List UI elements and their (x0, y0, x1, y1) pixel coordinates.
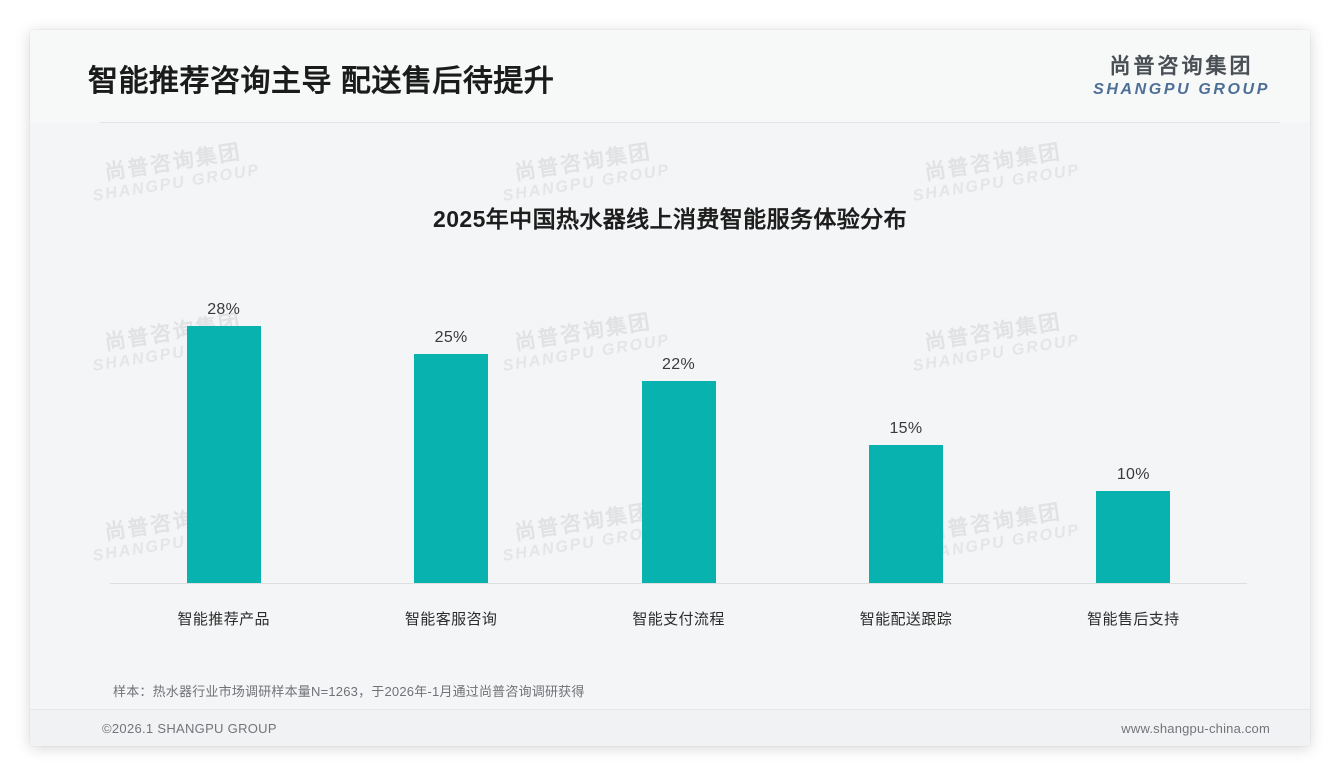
slide-card: 智能推荐咨询主导 配送售后待提升 尚普咨询集团 SHANGPU GROUP 尚普… (30, 30, 1310, 746)
bar-value-label: 28% (207, 301, 241, 319)
category-label: 智能客服咨询 (404, 611, 498, 628)
category-label: 智能支付流程 (632, 611, 725, 628)
bar[interactable] (1096, 491, 1171, 583)
x-axis-categories: 智能推荐产品 智能客服咨询 智能支付流程 智能配送跟踪 智能售后支持 (110, 584, 1247, 629)
bar[interactable] (868, 445, 943, 583)
bar-group: 10% (1020, 263, 1247, 583)
watermark-1: 尚普咨询集团 SHANGPU GROUP (498, 138, 672, 205)
footer-website[interactable]: www.shangpu-china.com (1121, 721, 1270, 736)
bar-chart-plot: 28% 25% 22% 15% 10% 智能推荐产品 智能客服咨询 智能支付流程 智能配送跟踪… (75, 263, 1265, 628)
bar-group: 15% (792, 263, 1019, 583)
slide-footer: ©2026.1 SHANGPU GROUP www.shangpu-china.… (30, 709, 1310, 746)
bar[interactable] (414, 353, 489, 583)
watermark-cn: 尚普咨询集团 (513, 140, 654, 185)
watermark-cn: 尚普咨询集团 (103, 140, 244, 185)
bar-value-label: 15% (889, 420, 923, 438)
bar-value-label: 22% (662, 356, 695, 374)
bar-group: 22% (565, 263, 792, 583)
category-label: 智能配送跟踪 (859, 611, 953, 628)
bar[interactable] (186, 326, 261, 583)
bar-value-label: 10% (1116, 466, 1150, 484)
watermark-en: SHANGPU GROUP (91, 161, 262, 205)
brand-logo: 尚普咨询集团 SHANGPU GROUP (1093, 56, 1270, 98)
watermark-en: SHANGPU GROUP (501, 161, 672, 205)
watermark-en: SHANGPU GROUP (911, 161, 1082, 205)
bar-group: 28% (110, 263, 337, 583)
bar-value-label: 25% (434, 328, 468, 346)
slide-header: 智能推荐咨询主导 配送售后待提升 尚普咨询集团 SHANGPU GROUP (30, 30, 1310, 122)
bar-series: 28% 25% 22% 15% 10% (110, 263, 1247, 583)
chart-footnote: 样本：热水器行业市场调研样本量N=1263，于2026年-1月通过尚普咨询调研获… (113, 684, 585, 699)
footer-copyright: ©2026.1 SHANGPU GROUP (102, 721, 277, 736)
brand-logo-en: SHANGPU GROUP (1093, 81, 1270, 98)
bar[interactable] (641, 381, 716, 583)
bar-group: 25% (337, 263, 564, 583)
category-label: 智能售后支持 (1087, 611, 1180, 628)
chart-panel: 尚普咨询集团 SHANGPU GROUP 尚普咨询集团 SHANGPU GROUP 尚普… (30, 123, 1310, 715)
page-title: 智能推荐咨询主导 配送售后待提升 (88, 65, 555, 98)
x-axis-line (110, 583, 1247, 584)
category-label: 智能推荐产品 (177, 611, 270, 628)
header-divider (100, 122, 1280, 123)
watermark-cn: 尚普咨询集团 (923, 140, 1064, 185)
watermark-2: 尚普咨询集团 SHANGPU GROUP (908, 138, 1082, 205)
brand-logo-cn: 尚普咨询集团 (1109, 55, 1254, 78)
chart-title: 2025年中国热水器线上消费智能服务体验分布 (433, 206, 907, 232)
watermark-0: 尚普咨询集团 SHANGPU GROUP (88, 138, 262, 205)
